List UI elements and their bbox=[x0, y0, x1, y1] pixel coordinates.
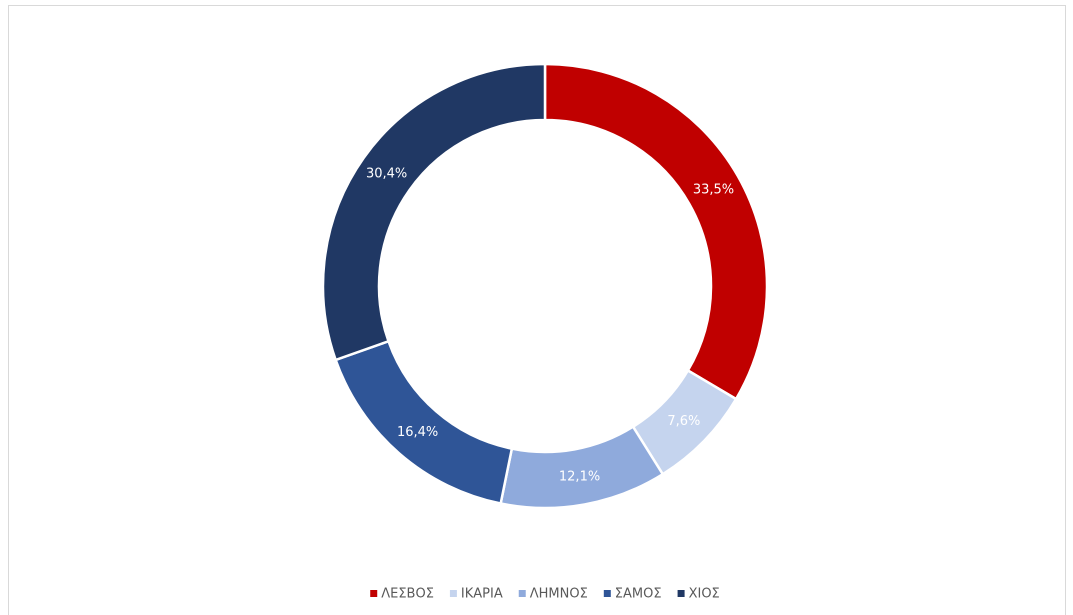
legend-label: ΙΚΑΡΙΑ bbox=[461, 587, 503, 602]
data-label: 33,5% bbox=[693, 182, 734, 197]
data-label: 30,4% bbox=[366, 166, 407, 181]
donut-segment bbox=[543, 62, 769, 401]
legend-label: ΣΑΜΟΣ bbox=[615, 587, 662, 602]
data-label: 12,1% bbox=[559, 469, 600, 484]
legend-label: ΛΕΣΒΟΣ bbox=[381, 587, 434, 602]
legend-marker bbox=[603, 590, 611, 597]
data-label: 7,6% bbox=[667, 414, 700, 429]
legend-marker bbox=[677, 590, 685, 597]
legend-marker bbox=[370, 590, 378, 597]
legend-marker bbox=[518, 590, 526, 597]
legend-label: ΧΙΟΣ bbox=[689, 587, 720, 602]
donut-segment bbox=[321, 62, 547, 362]
data-label: 16,4% bbox=[397, 425, 438, 440]
legend-label: ΛΗΜΝΟΣ bbox=[530, 587, 588, 602]
legend-marker bbox=[449, 590, 457, 597]
